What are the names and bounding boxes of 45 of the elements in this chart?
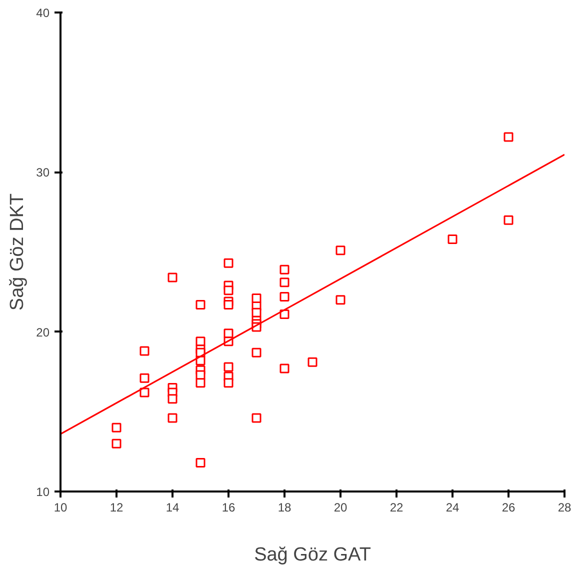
point [196, 458, 206, 468]
point [308, 357, 318, 367]
point [196, 378, 206, 388]
x-tick-label: 12 [110, 500, 124, 514]
x-tick-label: 22 [390, 500, 404, 514]
point [280, 278, 290, 288]
x-tick-label: 28 [558, 500, 572, 514]
point [140, 388, 150, 398]
x-tick-label: 10 [54, 500, 68, 514]
y-tick-label: 20 [36, 325, 50, 340]
point [112, 422, 122, 432]
point [112, 438, 122, 448]
point [224, 362, 234, 372]
point [336, 295, 346, 305]
x-tick-label: 16 [222, 500, 236, 514]
point [140, 346, 150, 356]
point [336, 246, 346, 256]
x-tick-label: 18 [278, 500, 292, 514]
point [196, 300, 206, 310]
point [280, 292, 290, 302]
y-tick-label: 40 [36, 6, 50, 20]
x-tick-label: 26 [502, 500, 516, 514]
point [224, 258, 234, 268]
point [280, 264, 290, 274]
point [448, 234, 458, 244]
x-tick-label: 20 [334, 500, 348, 514]
y-tick-label: 30 [36, 166, 50, 180]
point [224, 286, 234, 296]
x-axis-title: Sağ Göz GAT [254, 544, 372, 566]
x-tick-label: 14 [166, 500, 180, 514]
point [252, 413, 262, 423]
point [140, 373, 150, 383]
y-axis-title: Sağ Göz DKT [7, 193, 28, 311]
point [280, 310, 290, 320]
point [224, 300, 234, 310]
point [224, 378, 234, 388]
y-tick-label: 10 [36, 485, 50, 499]
point [168, 413, 178, 423]
point [280, 364, 290, 374]
point [504, 132, 514, 142]
x-tick-label: 24 [446, 500, 460, 514]
point [252, 348, 262, 358]
point [504, 215, 514, 225]
point [168, 272, 178, 282]
point [168, 394, 178, 404]
